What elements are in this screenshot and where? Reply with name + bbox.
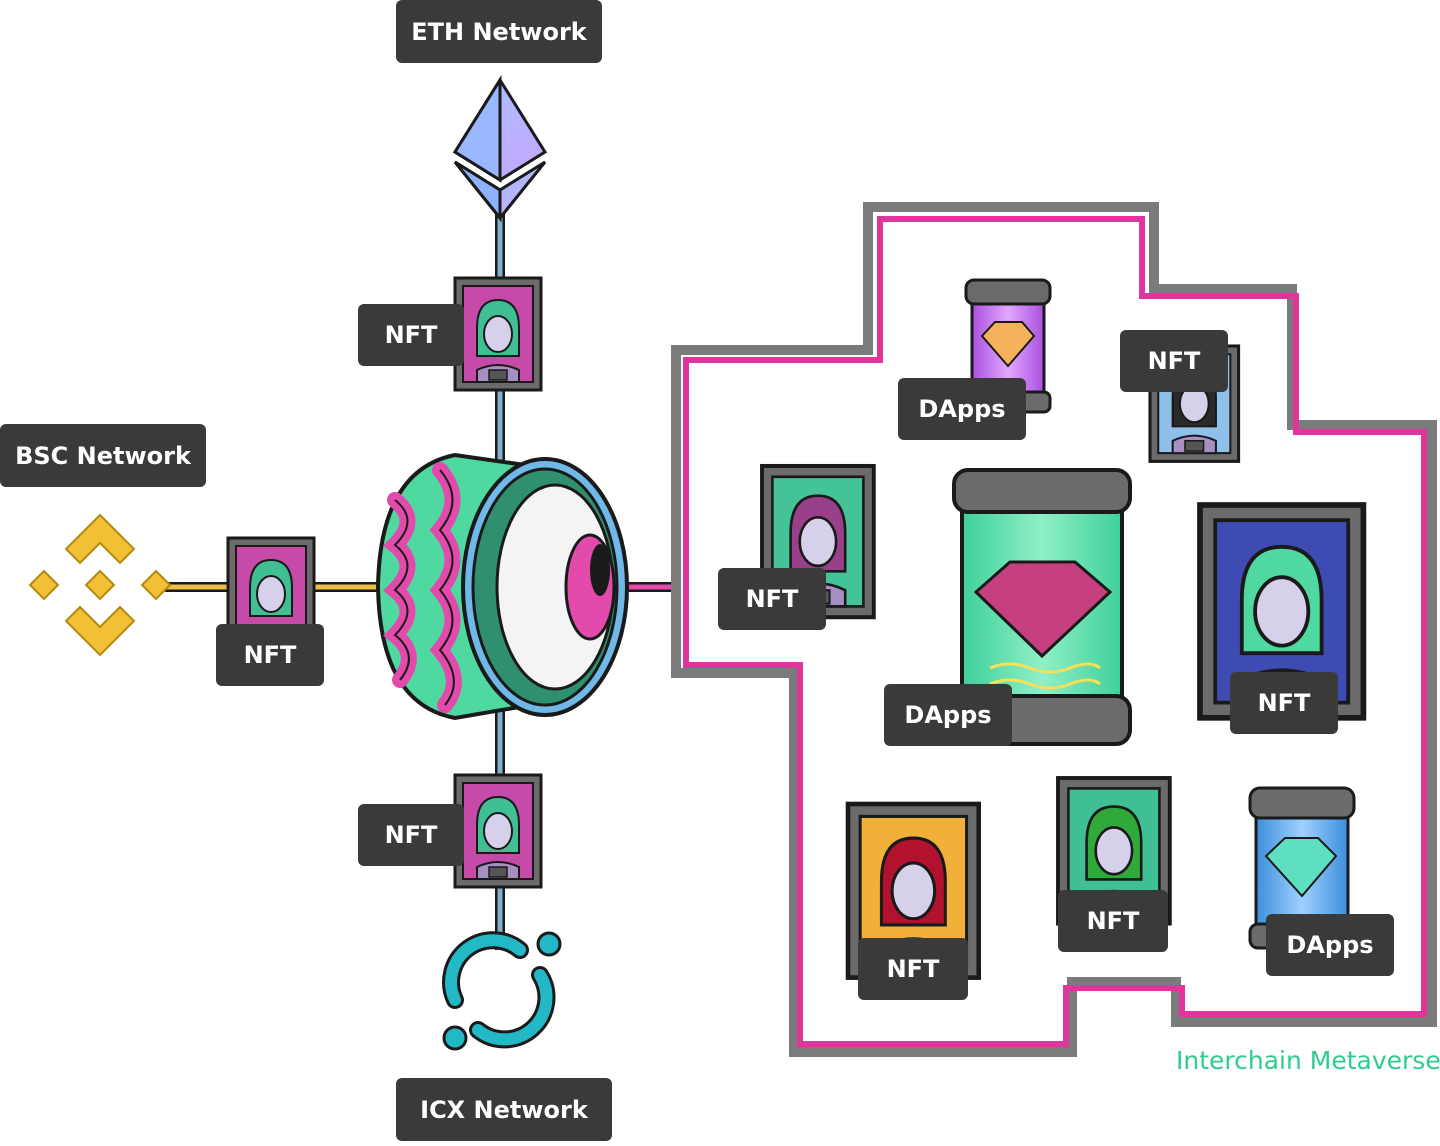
metaverse-caption: Interchain Metaverse: [1176, 1046, 1440, 1075]
icx-network-label: ICX Network: [396, 1078, 612, 1141]
eth-logo-icon: [452, 74, 548, 223]
bsc-network-label: BSC Network: [0, 424, 206, 487]
dapps-jar-green: [952, 468, 1132, 746]
binance-logo-icon: [28, 513, 172, 657]
dapps-label-green: DApps: [884, 684, 1012, 746]
metaverse-boundary: [671, 202, 1437, 1057]
eth-network-label: ETH Network: [396, 0, 602, 63]
nft-label-bsc: NFT: [216, 624, 324, 686]
central-hub-eye: [375, 452, 629, 721]
nft-label-icx: NFT: [358, 804, 464, 866]
nft-label-eth: NFT: [358, 304, 464, 366]
dapps-label-blue: DApps: [1266, 914, 1394, 976]
nft-label-metaverse-5: NFT: [1058, 890, 1168, 952]
nft-card-eth: [453, 276, 543, 392]
dapps-label-purple: DApps: [898, 378, 1026, 440]
nft-label-metaverse-4: NFT: [858, 938, 968, 1000]
nft-label-metaverse-1: NFT: [718, 568, 826, 630]
nft-label-metaverse-2: NFT: [1120, 330, 1228, 392]
nft-label-metaverse-3: NFT: [1230, 672, 1338, 734]
icx-logo-icon: [442, 931, 562, 1051]
nft-card-icx: [453, 773, 543, 889]
